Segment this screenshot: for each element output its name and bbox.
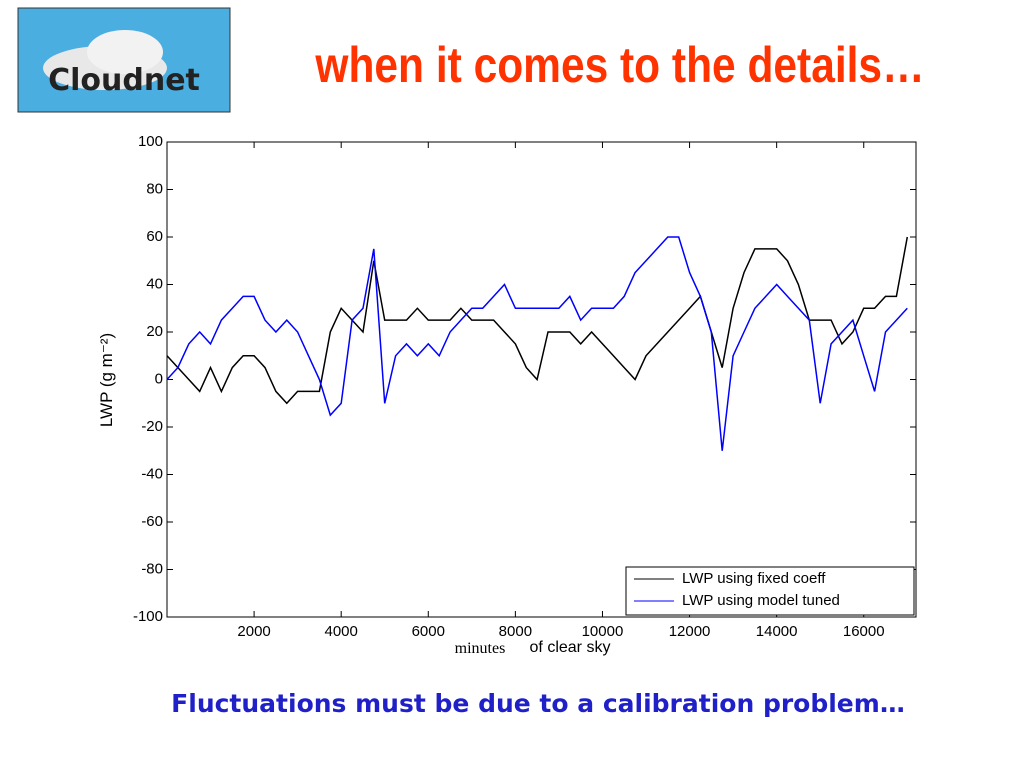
plot-area: [166, 141, 917, 618]
x-tick-label: 2000: [237, 623, 270, 640]
logo-cloud: [87, 30, 163, 74]
y-tick-label: -20: [141, 418, 163, 435]
legend-box: [625, 566, 915, 616]
x-tick-label: 6000: [412, 623, 445, 640]
x-tick-label: 16000: [843, 623, 885, 640]
legend-label: LWP using fixed coeff: [682, 570, 826, 587]
y-tick-label: 40: [146, 275, 163, 292]
y-tick-label: -100: [133, 608, 163, 625]
x-tick-label: 10000: [582, 623, 624, 640]
x-axis-label-overlay: minutes: [455, 640, 506, 657]
y-tick-label: -40: [141, 465, 163, 482]
x-tick-label: 12000: [669, 623, 711, 640]
y-tick-label: 80: [146, 180, 163, 197]
slide-title: when it comes to the details…: [315, 37, 925, 93]
legend-label: LWP using model tuned: [682, 592, 840, 609]
logo-text: Cloudnet: [48, 63, 200, 98]
series-line: [166, 236, 908, 451]
y-tick-label: 60: [146, 228, 163, 245]
caption: Fluctuations must be due to a calibratio…: [171, 689, 905, 718]
x-axis-label: of clear sky: [530, 639, 611, 656]
y-tick-label: -60: [141, 513, 163, 530]
y-tick-label: 20: [146, 323, 163, 340]
x-tick-label: 4000: [324, 623, 357, 640]
y-tick-label: 100: [138, 133, 163, 150]
y-axis-label: LWP (g m⁻²): [97, 333, 116, 427]
y-tick-label: 0: [155, 370, 163, 387]
x-tick-label: 14000: [756, 623, 798, 640]
y-tick-label: -80: [141, 560, 163, 577]
x-tick-label: 8000: [499, 623, 532, 640]
series-line: [166, 236, 909, 405]
